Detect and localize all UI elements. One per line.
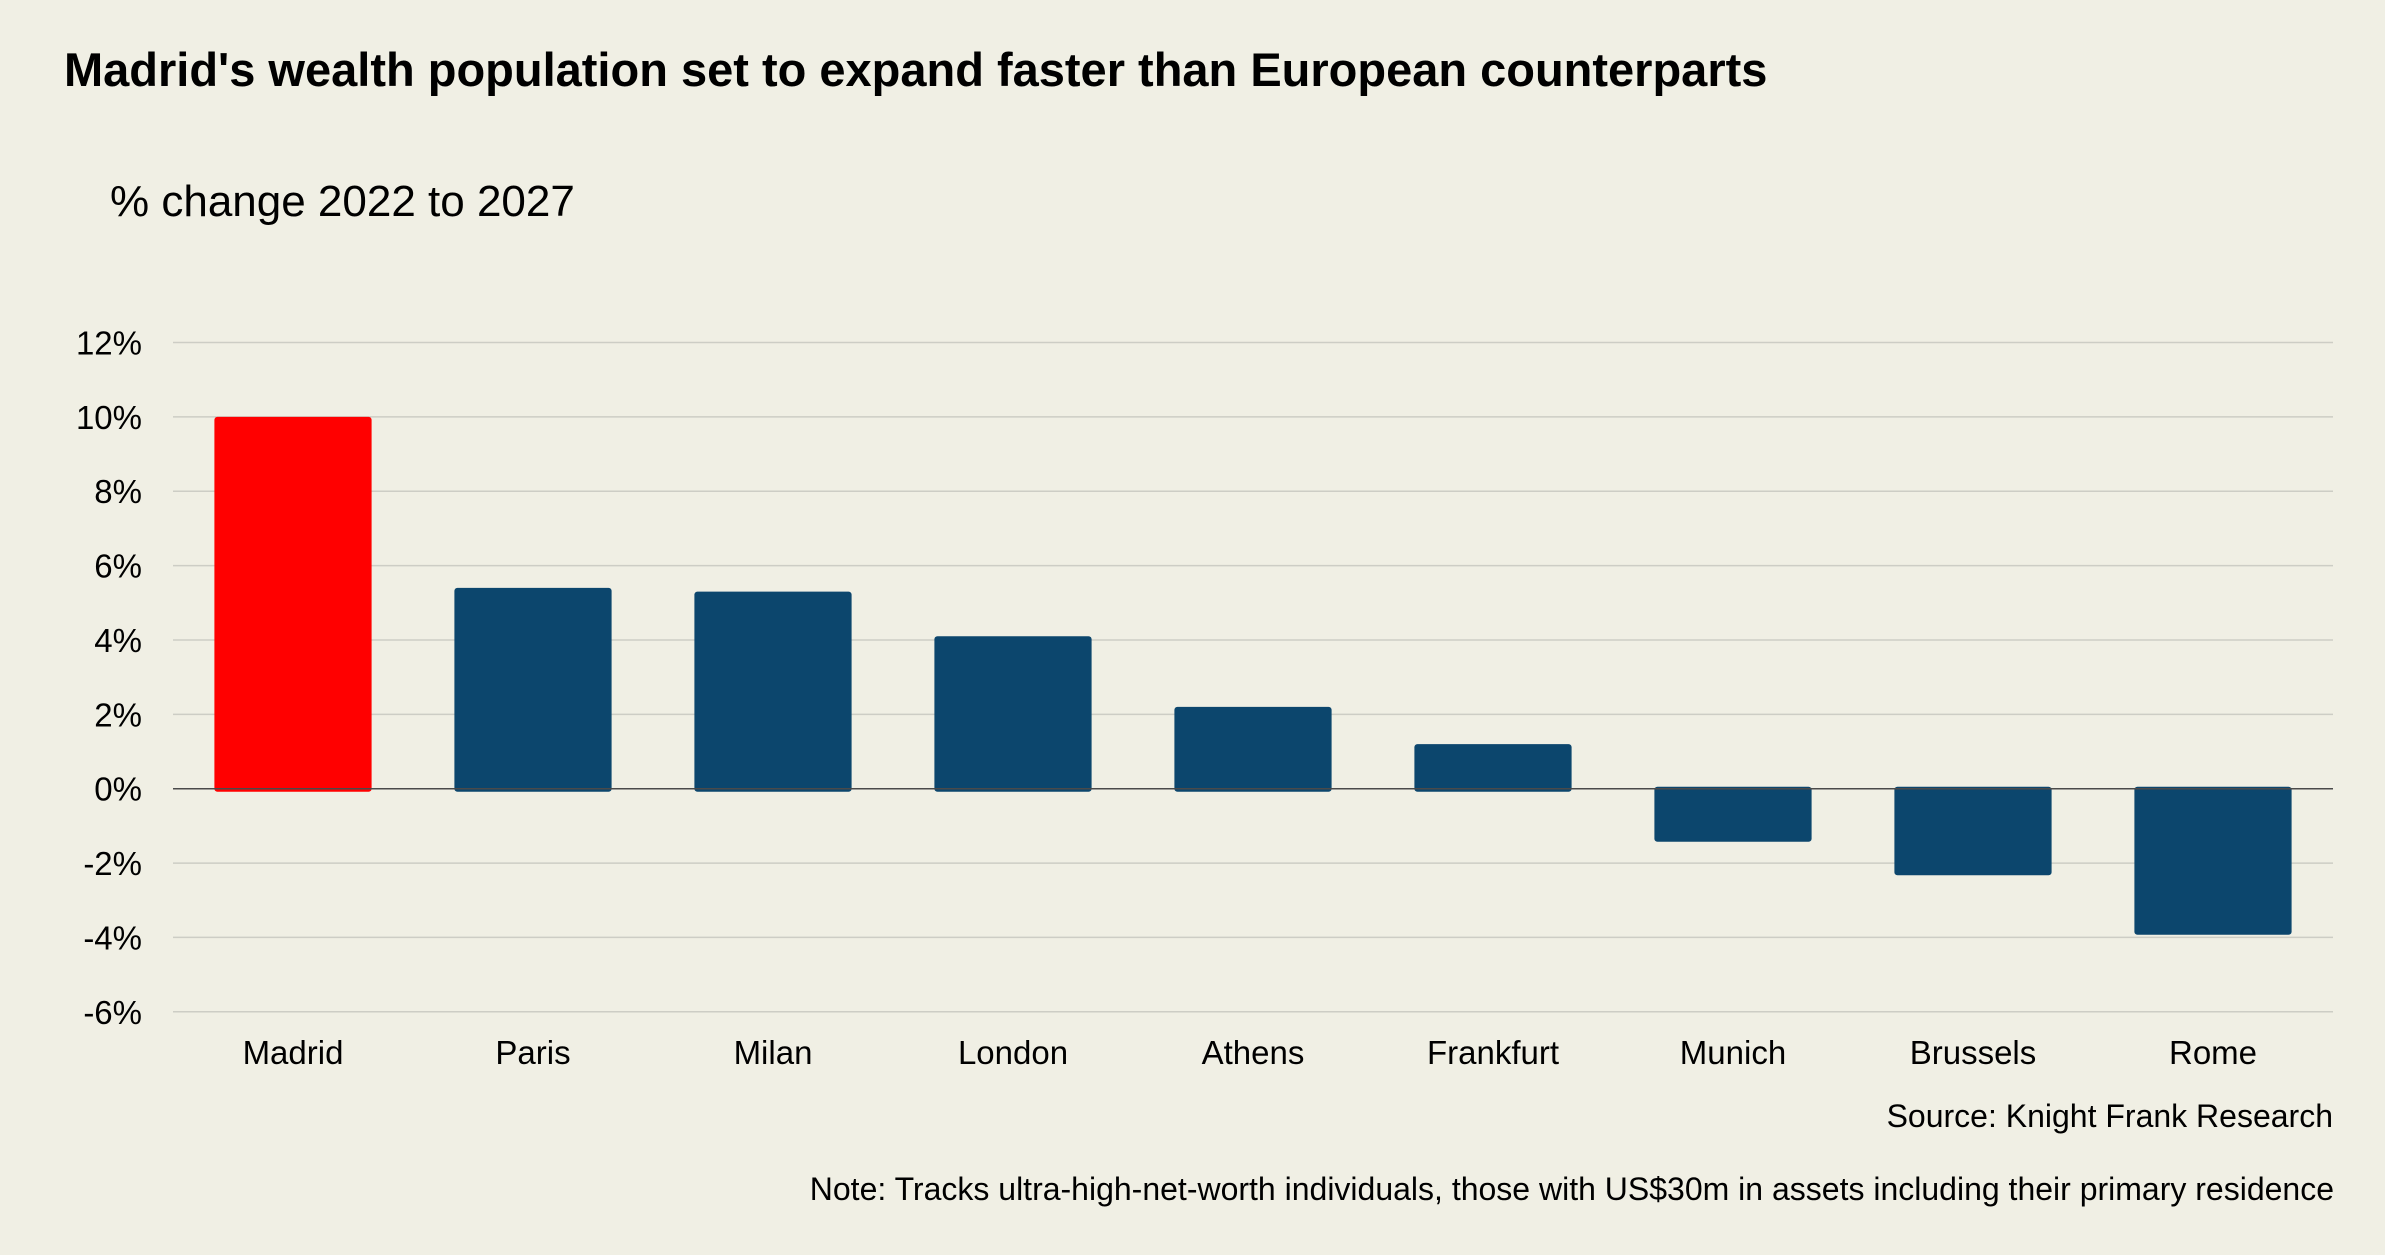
x-tick-label: Paris [495, 1034, 570, 1071]
source-note: Source: Knight Frank Research [1886, 1098, 2333, 1134]
y-tick-label: 2% [94, 696, 142, 733]
chart-title: Madrid's wealth population set to expand… [64, 43, 1768, 96]
bar-munich [1654, 786, 1812, 842]
x-tick-label: Milan [734, 1034, 813, 1071]
x-tick-label: Frankfurt [1427, 1034, 1559, 1071]
y-tick-label: -6% [83, 994, 142, 1031]
bar-paris [454, 587, 612, 792]
bar-brussels [1894, 786, 2052, 876]
y-tick-label: -4% [83, 919, 142, 956]
y-axis-tick-labels: 12% 10% 8% 6% 4% 2% 0% -2% -4% -6% [76, 325, 142, 1031]
y-tick-label: 4% [94, 622, 142, 659]
x-tick-label: Madrid [243, 1034, 344, 1071]
bar-rome [2134, 786, 2292, 935]
bars [214, 416, 2292, 935]
y-tick-label: 8% [94, 473, 142, 510]
bar-frankfurt [1414, 744, 1572, 792]
x-tick-label: Munich [1680, 1034, 1786, 1071]
y-tick-label: 0% [94, 771, 142, 808]
bar-athens [1174, 706, 1332, 792]
x-tick-label: Brussels [1910, 1034, 2037, 1071]
x-axis-tick-labels: Madrid Paris Milan London Athens Frankfurt Mun… [243, 1034, 2257, 1071]
y-tick-label: 6% [94, 548, 142, 585]
x-tick-label: London [958, 1034, 1068, 1071]
bar-madrid [214, 416, 372, 792]
bar-london [934, 636, 1092, 792]
chart-subtitle: % change 2022 to 2027 [110, 177, 575, 226]
x-tick-label: Rome [2169, 1034, 2257, 1071]
x-tick-label: Athens [1202, 1034, 1305, 1071]
bar-milan [694, 591, 852, 792]
y-tick-label: 12% [76, 325, 142, 362]
footnote: Note: Tracks ultra-high-net-worth indivi… [809, 1171, 2334, 1207]
y-tick-label: 10% [76, 399, 142, 436]
y-tick-label: -2% [83, 845, 142, 882]
